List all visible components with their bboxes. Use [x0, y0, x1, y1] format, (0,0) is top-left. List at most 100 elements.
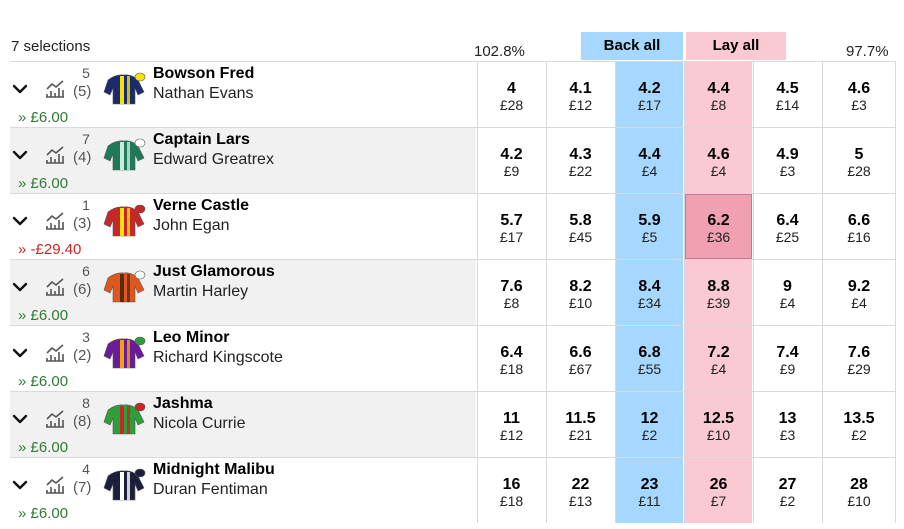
- price-odds: 4.3: [569, 146, 592, 163]
- price-odds: 7.6: [500, 278, 523, 295]
- price-amount: £67: [568, 361, 593, 377]
- lay-price-cell[interactable]: 4.9 £3: [753, 128, 821, 193]
- back-price-cell[interactable]: 12 £2: [615, 392, 683, 457]
- lay-price-cell[interactable]: 4.4 £8: [684, 62, 752, 127]
- back-price-cell[interactable]: 6.6 £67: [546, 326, 614, 391]
- chevron-down-icon[interactable]: [12, 147, 28, 163]
- back-price-cell[interactable]: 16 £18: [477, 458, 545, 523]
- price-amount: £10: [568, 295, 593, 311]
- back-price-cell[interactable]: 5.8 £45: [546, 194, 614, 259]
- profit-loss: » -£29.40: [18, 241, 82, 258]
- price-amount: £45: [568, 229, 593, 245]
- lay-price-cell[interactable]: 4.6 £3: [822, 62, 896, 127]
- lay-price-cell[interactable]: 4.6 £4: [684, 128, 752, 193]
- price-odds: 12.5: [702, 410, 735, 427]
- back-price-cell[interactable]: 11.5 £21: [546, 392, 614, 457]
- chevron-down-icon[interactable]: [12, 213, 28, 229]
- lay-price-cell[interactable]: 13 £3: [753, 392, 821, 457]
- back-price-cell[interactable]: 11 £12: [477, 392, 545, 457]
- back-price-cell[interactable]: 23 £11: [615, 458, 683, 523]
- lay-price-cell[interactable]: 7.4 £9: [753, 326, 821, 391]
- price-odds: 7.2: [707, 344, 730, 361]
- back-price-cell[interactable]: 7.6 £8: [477, 260, 545, 325]
- lay-price-cell[interactable]: 27 £2: [753, 458, 821, 523]
- lay-price-cell[interactable]: 13.5 £2: [822, 392, 896, 457]
- chevron-down-icon[interactable]: [12, 81, 28, 97]
- price-odds: 6.4: [500, 344, 523, 361]
- price-odds: 6.2: [707, 212, 730, 229]
- lay-price-cell[interactable]: 9 £4: [753, 260, 821, 325]
- price-odds: 4.6: [707, 146, 730, 163]
- back-price-cell[interactable]: 5.9 £5: [615, 194, 683, 259]
- lay-price-cell[interactable]: 8.8 £39: [684, 260, 752, 325]
- back-price-cell[interactable]: 6.8 £55: [615, 326, 683, 391]
- back-price-cell[interactable]: 8.4 £34: [615, 260, 683, 325]
- back-price-cell[interactable]: 4.4 £4: [615, 128, 683, 193]
- chart-icon[interactable]: [44, 343, 66, 363]
- runner-info: 6 (6) Just Glamorous Martin Harley » £6.00: [10, 260, 476, 325]
- jockey-silk-icon: [102, 70, 146, 106]
- price-odds: 4.1: [569, 80, 592, 97]
- back-price-cell[interactable]: 6.4 £18: [477, 326, 545, 391]
- back-price-cell[interactable]: 4.2 £9: [477, 128, 545, 193]
- lay-price-cell[interactable]: 6.6 £16: [822, 194, 896, 259]
- price-odds: 6.6: [847, 212, 871, 229]
- lay-price-cell[interactable]: 28 £10: [822, 458, 896, 523]
- profit-loss: » £6.00: [18, 439, 69, 456]
- jockey-name: Richard Kingscote: [153, 349, 283, 366]
- price-odds: 7.6: [847, 344, 871, 361]
- horse-name[interactable]: Bowson Fred: [153, 65, 255, 82]
- runner-info: 3 (2) Leo Minor Richard Kingscote » £6.00: [10, 326, 476, 391]
- price-odds: 22: [571, 476, 590, 493]
- price-amount: £39: [706, 295, 731, 311]
- price-amount: £7: [710, 493, 727, 509]
- price-amount: £55: [637, 361, 662, 377]
- lay-all-button[interactable]: Lay all: [686, 32, 786, 60]
- price-amount: £8: [503, 295, 520, 311]
- lay-price-cell[interactable]: 7.2 £4: [684, 326, 752, 391]
- lay-price-cell[interactable]: 7.6 £29: [822, 326, 896, 391]
- back-all-button[interactable]: Back all: [581, 32, 683, 60]
- back-price-cell[interactable]: 4.3 £22: [546, 128, 614, 193]
- horse-name[interactable]: Just Glamorous: [153, 263, 275, 280]
- lay-price-cell[interactable]: 6.2 £36: [684, 194, 752, 259]
- back-price-cell[interactable]: 4 £28: [477, 62, 545, 127]
- horse-name[interactable]: Leo Minor: [153, 329, 230, 346]
- price-odds: 23: [640, 476, 659, 493]
- chart-icon[interactable]: [44, 79, 66, 99]
- lay-price-cell[interactable]: 5 £28: [822, 128, 896, 193]
- lay-price-cell[interactable]: 6.4 £25: [753, 194, 821, 259]
- price-odds: 4: [507, 80, 516, 97]
- back-price-cell[interactable]: 5.7 £17: [477, 194, 545, 259]
- chart-icon[interactable]: [44, 475, 66, 495]
- chevron-down-icon[interactable]: [12, 279, 28, 295]
- back-price-cell[interactable]: 4.1 £12: [546, 62, 614, 127]
- selections-count: 7 selections: [11, 38, 91, 55]
- lay-price-cell[interactable]: 12.5 £10: [684, 392, 752, 457]
- horse-name[interactable]: Captain Lars: [153, 131, 250, 148]
- chart-icon[interactable]: [44, 277, 66, 297]
- chevron-down-icon[interactable]: [12, 345, 28, 361]
- lay-price-cell[interactable]: 9.2 £4: [822, 260, 896, 325]
- chart-icon[interactable]: [44, 409, 66, 429]
- price-odds: 4.5: [776, 80, 799, 97]
- back-price-cell[interactable]: 4.2 £17: [615, 62, 683, 127]
- horse-name[interactable]: Midnight Malibu: [153, 461, 275, 478]
- back-price-cell[interactable]: 8.2 £10: [546, 260, 614, 325]
- horse-name[interactable]: Jashma: [153, 395, 213, 412]
- price-odds: 9: [783, 278, 792, 295]
- chevron-down-icon[interactable]: [12, 411, 28, 427]
- jockey-silk-icon: [102, 268, 146, 304]
- runner-info: 5 (5) Bowson Fred Nathan Evans » £6.00: [10, 62, 476, 127]
- chevron-down-icon[interactable]: [12, 477, 28, 493]
- back-price-cell[interactable]: 22 £13: [546, 458, 614, 523]
- chart-icon[interactable]: [44, 211, 66, 231]
- chart-icon[interactable]: [44, 145, 66, 165]
- price-odds: 8.8: [707, 278, 730, 295]
- horse-name[interactable]: Verne Castle: [153, 197, 250, 214]
- lay-price-cell[interactable]: 26 £7: [684, 458, 752, 523]
- draw-number: (5): [73, 83, 92, 100]
- lay-price-cell[interactable]: 4.5 £14: [753, 62, 821, 127]
- draw-number: (8): [73, 413, 92, 430]
